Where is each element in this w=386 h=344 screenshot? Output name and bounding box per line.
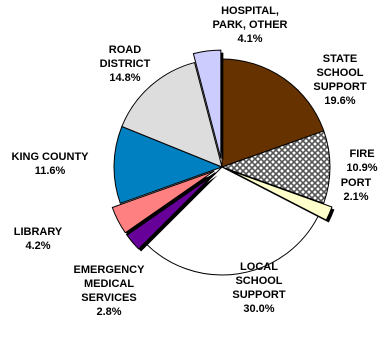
pie-slice-fire — [221, 130, 331, 204]
slice-label-king-county: KING COUNTY 11.6% — [12, 151, 90, 177]
pie-slice-library — [111, 170, 215, 234]
slice-label-state-school-support: STATE SCHOOL SUPPORT 19.6% — [313, 53, 366, 107]
pie-slice-road-district — [121, 62, 223, 168]
slice-label-road-district: ROAD DISTRICT 14.8% — [100, 44, 151, 84]
pie-slice-state-school-support — [221, 58, 325, 168]
slice-label-hospital-park-other: HOSPITAL, PARK, OTHER 4.1% — [213, 5, 288, 45]
pie-slice-emergency-medical-services — [125, 172, 216, 250]
pie-slice-king-county — [113, 125, 223, 204]
slice-label-emergency-medical-services: EMERGENCY MEDICAL SERVICES 2.8% — [74, 264, 146, 318]
slice-label-port: PORT 2.1% — [341, 177, 372, 203]
slice-label-library: LIBRARY 4.2% — [14, 226, 63, 252]
pie-slice-port — [229, 170, 333, 221]
slice-label-fire: FIRE 10.9% — [346, 148, 377, 174]
pie-slice-local-school-support — [144, 166, 319, 276]
slice-label-local-school-support: LOCAL SCHOOL SUPPORT 30.0% — [232, 261, 285, 315]
pie-slice-hospital-park-other — [192, 49, 222, 159]
